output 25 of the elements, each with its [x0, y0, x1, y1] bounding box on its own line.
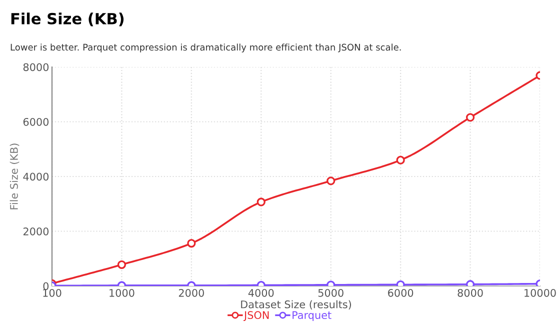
- legend-label: JSON: [243, 311, 269, 321]
- point: [396, 156, 405, 164]
- x-tick-label: 4000: [248, 288, 274, 297]
- x-tick-label: 8000: [458, 288, 483, 297]
- y-axis-title: File Size (KB): [10, 144, 20, 210]
- x-tick-label: 100: [43, 288, 62, 297]
- y-tick-label: 0: [43, 282, 49, 290]
- y-tick-label: 2000: [23, 227, 49, 236]
- point: [187, 238, 196, 248]
- point: [326, 176, 336, 186]
- x-tick-label: 10000: [524, 288, 556, 297]
- legend-label: Parquet: [292, 311, 332, 322]
- x-tick-label: 2000: [178, 288, 204, 297]
- chart-subtitle: Lower is better. Parquet compression is dramatically more efficient than JSON at scale.: [10, 44, 401, 52]
- point: [117, 260, 126, 269]
- y-tick-label: 6000: [23, 118, 49, 126]
- x-axis-title: Dataset Size (results): [241, 300, 352, 310]
- chart-title: File Size (KB): [11, 12, 124, 26]
- point: [466, 113, 475, 122]
- x-tick-label: 5000: [318, 288, 344, 297]
- y-tick-label: 8000: [23, 63, 49, 72]
- x-tick-label: 1000: [110, 288, 134, 297]
- x-tick-label: 6000: [388, 288, 414, 297]
- y-tick-label: 4000: [23, 172, 49, 181]
- point: [256, 198, 266, 206]
